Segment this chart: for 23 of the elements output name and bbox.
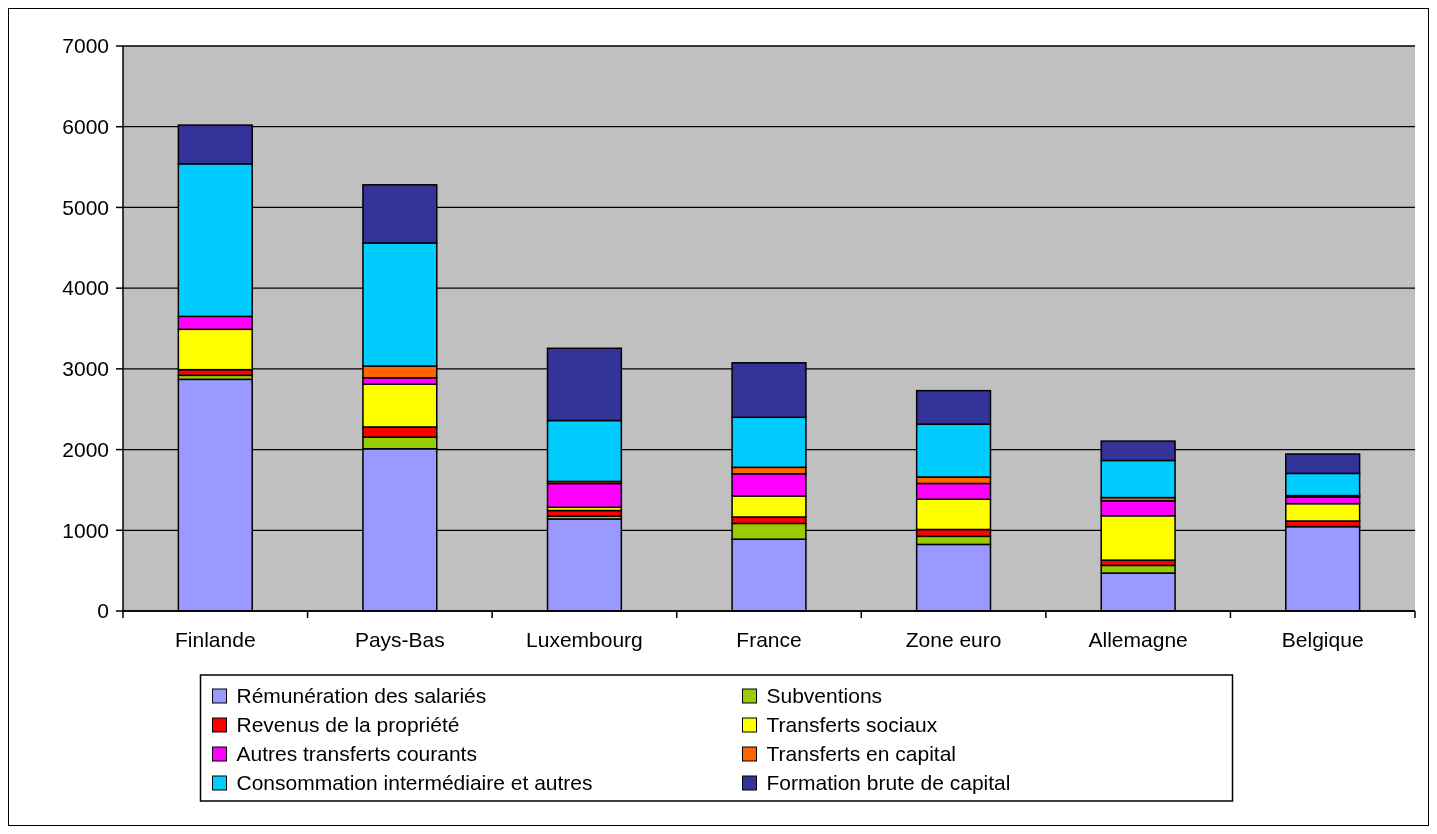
y-tick-label: 0 [97,599,109,623]
x-tick-label: Luxembourg [526,628,643,651]
x-tick-label: Belgique [1281,628,1364,651]
legend-label: Consommation intermédiaire et autres [236,771,593,795]
y-tick-label: 6000 [62,115,109,139]
legend-label: Autres transferts courants [236,742,477,766]
y-tick-label: 2000 [62,437,109,461]
x-tick-label: Finlande [175,628,256,651]
x-tick-label: Allemagne [1088,628,1188,651]
legend-label: Formation brute de capital [766,771,1011,795]
legend-label: Transferts en capital [766,742,956,766]
y-tick-label: 4000 [62,276,109,300]
x-tick-label: France [736,628,802,651]
legend-label: Revenus de la propriété [236,713,460,737]
legend-label: Subventions [766,684,883,708]
y-tick-label: 7000 [62,34,109,58]
x-tick-label: Pays-Bas [354,628,445,651]
legend-label: Transferts sociaux [766,713,938,737]
y-tick-label: 1000 [62,518,109,542]
y-tick-label: 5000 [62,195,109,219]
legend-label: Rémunération des salariés [236,684,487,708]
y-tick-label: 3000 [62,357,109,381]
x-tick-label: Zone euro [905,628,1002,651]
